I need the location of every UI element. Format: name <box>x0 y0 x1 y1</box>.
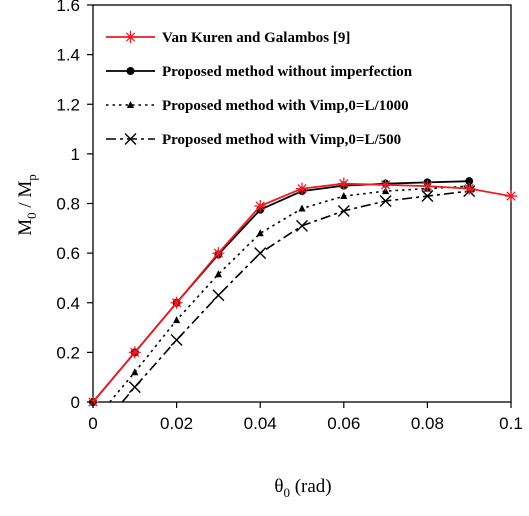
data-point <box>254 199 267 212</box>
data-point <box>379 178 392 191</box>
y-tick-label: 0.8 <box>56 195 80 214</box>
series-line <box>92 180 473 403</box>
data-point <box>212 247 225 260</box>
data-point <box>170 296 183 309</box>
data-point <box>256 229 264 237</box>
y-tick-label: 0.2 <box>56 343 80 362</box>
legend-marker <box>124 133 137 145</box>
legend-item: Proposed method with Vimp,0=L/1000 <box>106 98 409 114</box>
x-tick-label: 0.06 <box>327 414 360 433</box>
data-point <box>505 190 517 203</box>
data-point <box>465 177 474 186</box>
axis-ticks: 0 0.02 0.04 0.06 0.08 0.1 0 0.2 0.4 0.6 0.8 1 1.2 1.4… <box>56 0 522 433</box>
y-tick-label: 1 <box>71 145 80 164</box>
data-point <box>173 316 181 324</box>
y-tick-label: 1.4 <box>56 46 80 65</box>
y-tick-label: 0.4 <box>56 294 80 313</box>
y-tick-label: 1.6 <box>56 0 80 15</box>
data-point <box>421 190 434 203</box>
data-point <box>379 195 392 208</box>
data-point <box>337 204 350 217</box>
y-tick-label: 1.2 <box>56 95 80 114</box>
legend: Van Kuren and Galambos [9] Proposed metho… <box>106 30 413 148</box>
y-axis-title: M0 / Mp <box>15 174 39 236</box>
x-tick-label: 0.08 <box>411 414 444 433</box>
legend-label: Proposed method with Vimp,0=L/1000 <box>162 98 409 114</box>
legend-marker <box>124 31 137 43</box>
series-3 <box>121 185 478 403</box>
series-1 <box>89 177 474 406</box>
x-tick-label: 0.02 <box>160 414 193 433</box>
legend-item: Proposed method with Vimp,0=L/500 <box>106 132 401 148</box>
x-tick-label: 0.04 <box>244 414 277 433</box>
legend-marker <box>126 101 135 108</box>
data-point <box>128 346 141 359</box>
x-axis-title: θ0 (rad) <box>274 476 331 500</box>
legend-item: Van Kuren and Galambos [9] <box>106 30 350 46</box>
data-point <box>214 270 222 278</box>
series-line <box>92 182 512 403</box>
data-point <box>337 177 350 190</box>
data-point <box>254 247 267 260</box>
data-point <box>296 219 308 232</box>
series-line <box>109 185 476 403</box>
y-tick-label: 0 <box>71 393 80 412</box>
y-tick-label: 0.6 <box>56 244 80 263</box>
legend-label: Van Kuren and Galambos [9] <box>162 30 350 46</box>
legend-label: Proposed method with Vimp,0=L/500 <box>162 132 401 148</box>
data-point <box>128 381 141 394</box>
data-point <box>463 182 476 195</box>
data-point <box>298 204 306 212</box>
legend-item: Proposed method without imperfection <box>106 64 413 80</box>
data-point <box>421 180 434 193</box>
data-point <box>340 192 348 200</box>
chart-marks <box>87 177 517 408</box>
data-point <box>170 333 183 346</box>
series-0 <box>87 177 517 408</box>
legend-label: Proposed method without imperfection <box>162 64 413 80</box>
series-line <box>121 190 478 403</box>
legend-marker <box>126 67 135 75</box>
series-2 <box>109 182 476 403</box>
data-point <box>131 368 139 376</box>
x-tick-label: 0 <box>88 414 97 433</box>
x-tick-label: 0.1 <box>499 414 523 433</box>
data-point <box>296 182 308 195</box>
data-point <box>212 289 225 302</box>
